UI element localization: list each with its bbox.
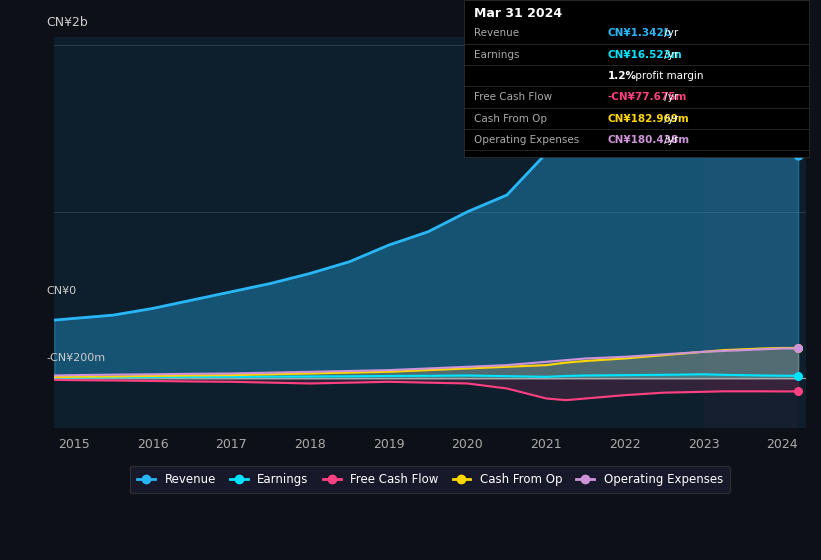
Text: /yr: /yr [661, 29, 678, 39]
Text: -CN¥77.675m: -CN¥77.675m [608, 92, 687, 102]
Legend: Revenue, Earnings, Free Cash Flow, Cash From Op, Operating Expenses: Revenue, Earnings, Free Cash Flow, Cash … [131, 466, 730, 493]
Text: Free Cash Flow: Free Cash Flow [474, 92, 552, 102]
Text: CN¥180.438m: CN¥180.438m [608, 135, 690, 145]
Point [791, 343, 805, 352]
Text: CN¥2b: CN¥2b [47, 16, 89, 29]
Text: Operating Expenses: Operating Expenses [474, 135, 579, 145]
Text: Earnings: Earnings [474, 50, 519, 60]
Text: Cash From Op: Cash From Op [474, 114, 547, 124]
Point [791, 150, 805, 159]
Text: CN¥16.523m: CN¥16.523m [608, 50, 682, 60]
Text: -CN¥200m: -CN¥200m [47, 353, 106, 363]
Text: CN¥1.342b: CN¥1.342b [608, 29, 672, 39]
Text: profit margin: profit margin [632, 71, 704, 81]
Bar [704, 36, 798, 428]
Point [791, 387, 805, 396]
Text: Revenue: Revenue [474, 29, 519, 39]
Point [791, 344, 805, 353]
Text: /yr: /yr [661, 114, 678, 124]
Text: /yr: /yr [661, 135, 678, 145]
Text: 1.2%: 1.2% [608, 71, 636, 81]
Text: CN¥0: CN¥0 [47, 286, 77, 296]
Point [791, 371, 805, 380]
Text: CN¥182.969m: CN¥182.969m [608, 114, 690, 124]
Text: /yr: /yr [661, 50, 678, 60]
Text: Mar 31 2024: Mar 31 2024 [474, 7, 562, 20]
Text: /yr: /yr [661, 92, 678, 102]
